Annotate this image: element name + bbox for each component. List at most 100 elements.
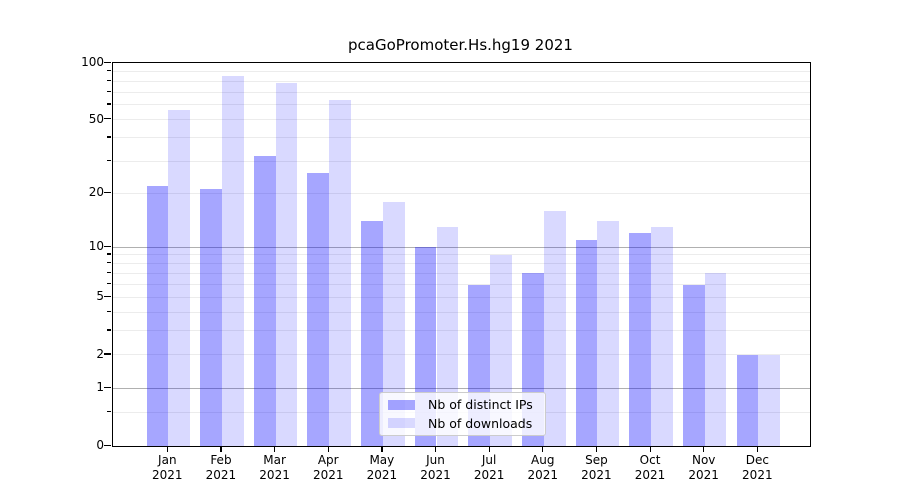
bar-apr-distinct-ips bbox=[307, 172, 330, 446]
y-minor-tick-mark-70 bbox=[107, 90, 111, 92]
gridline-30 bbox=[113, 160, 810, 162]
legend-swatch-downloads bbox=[388, 418, 415, 429]
legend-swatch-distinct-ips bbox=[388, 399, 415, 410]
y-tick-label-1: 1 bbox=[96, 380, 104, 395]
x-tick-label-nov: Nov 2021 bbox=[688, 453, 719, 482]
legend-label-downloads: Nb of downloads bbox=[428, 415, 533, 431]
gridline-7 bbox=[113, 272, 810, 274]
x-tick-mark-mar bbox=[274, 447, 276, 452]
bar-feb-distinct-ips bbox=[200, 189, 222, 446]
legend-item-distinct-ips: Nb of distinct IPs bbox=[386, 397, 539, 413]
x-tick-label-aug: Aug 2021 bbox=[527, 453, 559, 482]
x-tick-label-may: May 2021 bbox=[366, 453, 398, 482]
bar-nov-distinct-ips bbox=[682, 284, 705, 446]
y-minor-tick-mark-0.5 bbox=[107, 410, 111, 413]
y-minor-tick-mark-80 bbox=[107, 79, 111, 81]
bar-dec-downloads bbox=[758, 354, 781, 446]
x-tick-mark-aug bbox=[542, 447, 544, 452]
bar-oct-downloads bbox=[651, 227, 673, 446]
gridline-4 bbox=[113, 311, 810, 313]
bar-aug-downloads bbox=[543, 210, 566, 446]
x-tick-mark-jul bbox=[488, 447, 490, 452]
y-tick-label-5: 5 bbox=[96, 289, 104, 304]
x-tick-mark-sep bbox=[595, 447, 598, 452]
bar-may-downloads bbox=[382, 201, 405, 446]
gridline-6 bbox=[113, 284, 810, 285]
bar-may-distinct-ips bbox=[361, 221, 383, 446]
bar-mar-downloads bbox=[275, 83, 298, 446]
legend-label-distinct-ips: Nb of distinct IPs bbox=[428, 397, 533, 413]
x-tick-mark-oct bbox=[649, 447, 651, 452]
gridline-3 bbox=[113, 330, 810, 332]
gridline-40 bbox=[113, 137, 810, 139]
y-minor-tick-mark-3 bbox=[107, 329, 111, 331]
bar-sep-downloads bbox=[597, 221, 620, 446]
bar-jan-downloads bbox=[168, 110, 191, 446]
y-minor-tick-mark-40 bbox=[107, 136, 111, 138]
y-minor-tick-mark-7 bbox=[107, 271, 111, 274]
x-tick-mark-apr bbox=[327, 447, 329, 452]
gridline-5 bbox=[113, 296, 810, 298]
gridline-2 bbox=[113, 354, 810, 356]
y-minor-tick-mark-30 bbox=[107, 159, 111, 161]
y-tick-mark-100 bbox=[104, 61, 111, 63]
y-minor-tick-mark-4 bbox=[107, 310, 111, 313]
y-tick-label-20: 20 bbox=[88, 185, 104, 200]
y-tick-label-100: 100 bbox=[81, 55, 104, 69]
x-tick-mark-may bbox=[381, 447, 383, 452]
gridline-80 bbox=[113, 80, 810, 82]
bar-feb-downloads bbox=[221, 76, 244, 446]
y-minor-tick-mark-6 bbox=[107, 283, 111, 285]
y-tick-mark-5 bbox=[104, 295, 111, 297]
x-tick-label-oct: Oct 2021 bbox=[634, 453, 666, 482]
x-tick-label-jan: Jan 2021 bbox=[152, 453, 183, 482]
bar-oct-distinct-ips bbox=[629, 233, 652, 446]
chart-title: pcaGoPromoter.Hs.hg19 2021 bbox=[348, 36, 573, 54]
legend: Nb of distinct IPs Nb of downloads bbox=[379, 392, 546, 436]
bar-mar-distinct-ips bbox=[253, 155, 276, 446]
gridline-60 bbox=[113, 104, 810, 106]
y-tick-label-2: 2 bbox=[96, 346, 104, 361]
y-tick-mark-10 bbox=[104, 245, 111, 247]
x-tick-label-sep: Sep 2021 bbox=[581, 453, 612, 482]
bar-apr-downloads bbox=[329, 99, 352, 446]
x-tick-label-feb: Feb 2021 bbox=[205, 453, 237, 482]
y-minor-tick-mark-60 bbox=[107, 103, 111, 105]
y-tick-label-50: 50 bbox=[88, 111, 104, 126]
y-tick-label-10: 10 bbox=[88, 239, 104, 253]
gridline-20 bbox=[113, 192, 810, 194]
gridline-8 bbox=[113, 263, 810, 265]
x-tick-mark-jan bbox=[166, 447, 168, 452]
x-tick-mark-feb bbox=[220, 447, 222, 452]
x-tick-label-jun: Jun 2021 bbox=[420, 453, 451, 482]
x-tick-label-mar: Mar 2021 bbox=[259, 453, 290, 482]
y-minor-tick-mark-90 bbox=[107, 70, 111, 72]
y-minor-tick-mark-8 bbox=[107, 262, 111, 264]
bar-jan-distinct-ips bbox=[146, 185, 169, 446]
bar-sep-distinct-ips bbox=[575, 239, 598, 446]
x-tick-mark-dec bbox=[756, 447, 759, 452]
y-tick-mark-2 bbox=[104, 353, 111, 355]
gridline-90 bbox=[113, 71, 810, 73]
gridline-50 bbox=[113, 119, 810, 121]
bar-nov-downloads bbox=[704, 273, 727, 446]
y-minor-tick-mark-9 bbox=[107, 253, 111, 255]
y-tick-label-0: 0 bbox=[96, 438, 104, 452]
x-tick-mark-nov bbox=[703, 447, 705, 452]
legend-item-downloads: Nb of downloads bbox=[386, 416, 539, 432]
x-tick-label-jul: Jul 2021 bbox=[473, 453, 505, 482]
y-tick-mark-0 bbox=[104, 444, 111, 446]
bar-dec-distinct-ips bbox=[736, 354, 759, 446]
gridline-10 bbox=[113, 246, 810, 248]
gridline-1 bbox=[113, 387, 810, 389]
x-tick-label-apr: Apr 2021 bbox=[312, 453, 344, 482]
y-tick-mark-20 bbox=[104, 191, 111, 194]
y-tick-mark-50 bbox=[104, 118, 111, 120]
y-tick-mark-1 bbox=[104, 386, 111, 389]
x-tick-label-dec: Dec 2021 bbox=[742, 453, 773, 482]
x-tick-mark-jun bbox=[435, 447, 437, 452]
plot-area: Nb of distinct IPs Nb of downloads bbox=[112, 62, 811, 447]
gridline-70 bbox=[113, 91, 810, 93]
gridline-9 bbox=[113, 254, 810, 256]
